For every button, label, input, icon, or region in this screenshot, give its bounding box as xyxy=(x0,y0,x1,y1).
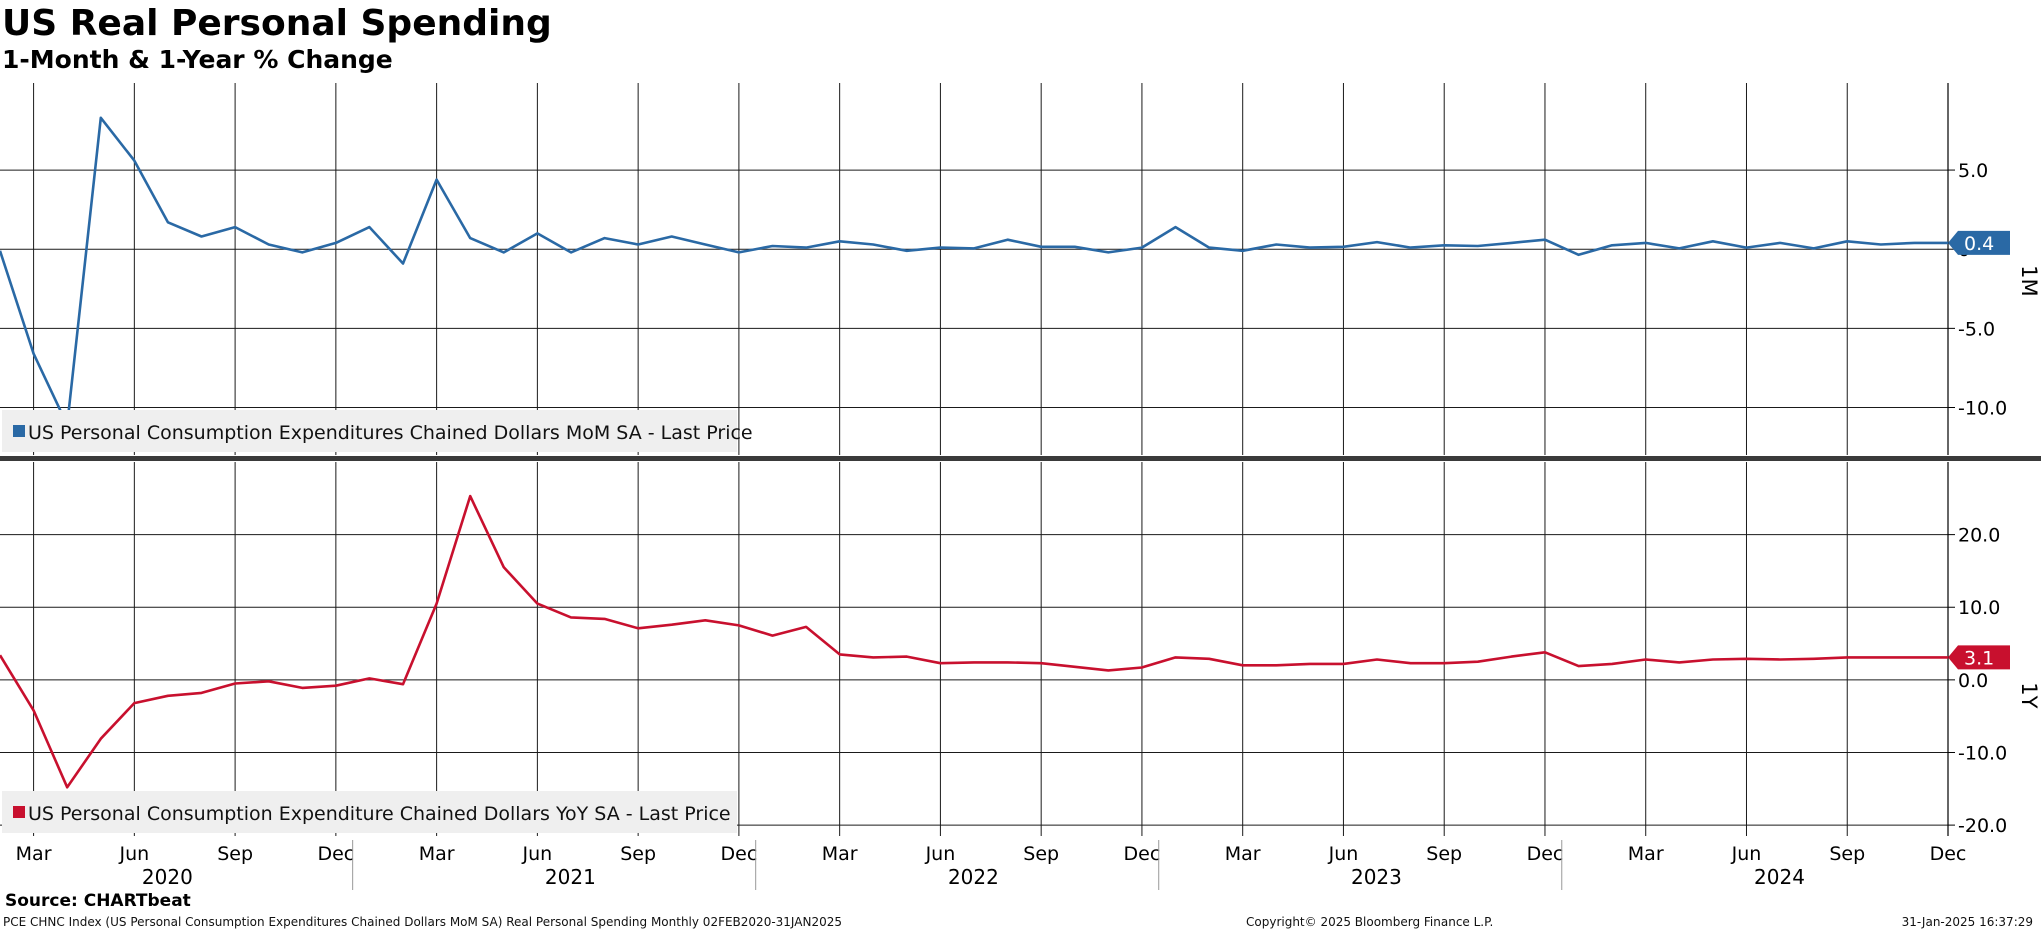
footer-timestamp: 31-Jan-2025 16:37:29 xyxy=(1901,915,2033,929)
y-tick-label: 20.0 xyxy=(1958,525,2000,547)
panel-separator xyxy=(0,456,2041,461)
yoy-panel-label: 1Y xyxy=(2017,682,2041,708)
x-tick-label-month: Dec xyxy=(1527,843,1564,865)
x-tick-label-year: 2023 xyxy=(1351,865,1402,889)
x-tick-label-month: Dec xyxy=(721,843,758,865)
y-tick-label: -20.0 xyxy=(1958,815,2007,837)
yoy-last-value-marker xyxy=(1948,645,2010,670)
mom-last-value-label: 0.4 xyxy=(1964,233,1994,255)
y-tick-label: -5.0 xyxy=(1958,318,1995,340)
x-tick-label-month: Jun xyxy=(1328,843,1359,865)
mom-series-line xyxy=(0,116,1948,427)
yoy-legend-box xyxy=(2,791,737,833)
yoy-last-value-label: 3.1 xyxy=(1964,647,1994,669)
footer-copyright: Copyright© 2025 Bloomberg Finance L.P. xyxy=(1246,915,1494,929)
y-tick-label: 0.0 xyxy=(1958,670,1988,692)
x-tick-label-month: Jun xyxy=(522,843,553,865)
mom-last-value-marker xyxy=(1948,230,2010,255)
mom-legend-swatch xyxy=(13,425,25,437)
y-tick-label: 10.0 xyxy=(1958,597,2000,619)
footer-index-description: PCE CHNC Index (US Personal Consumption … xyxy=(3,915,842,929)
x-tick-label-month: Sep xyxy=(1426,843,1462,865)
y-tick-label: -10.0 xyxy=(1958,398,2007,420)
x-tick-label-month: Mar xyxy=(16,843,52,865)
x-tick-label-month: Dec xyxy=(1930,843,1967,865)
x-tick-label-month: Mar xyxy=(1225,843,1261,865)
yoy-legend-swatch xyxy=(13,806,25,818)
x-tick-label-month: Jun xyxy=(1731,843,1762,865)
yoy-series-line xyxy=(0,494,1948,789)
y-tick-label: 5.0 xyxy=(1958,160,1988,182)
x-tick-label-month: Jun xyxy=(119,843,150,865)
x-tick-label-month: Dec xyxy=(1124,843,1161,865)
x-tick-label-month: Sep xyxy=(620,843,656,865)
x-tick-label-month: Sep xyxy=(217,843,253,865)
mom-legend-box xyxy=(2,410,737,452)
source-label: Source: CHARTbeat xyxy=(5,891,191,911)
x-tick-label-year: 2020 xyxy=(142,865,193,889)
x-tick-label-month: Dec xyxy=(317,843,354,865)
mom-panel-label: 1M xyxy=(2017,265,2041,296)
x-tick-label-month: Mar xyxy=(419,843,455,865)
x-tick-label-month: Sep xyxy=(1829,843,1865,865)
x-tick-label-year: 2022 xyxy=(948,865,999,889)
chart-title: US Real Personal Spending xyxy=(2,3,552,44)
x-tick-label-year: 2021 xyxy=(545,865,596,889)
yoy-legend-label: US Personal Consumption Expenditure Chai… xyxy=(28,803,731,825)
y-tick-label: -10.0 xyxy=(1958,742,2007,764)
x-tick-label-month: Sep xyxy=(1023,843,1059,865)
x-tick-label-month: Jun xyxy=(925,843,956,865)
mom-legend-label: US Personal Consumption Expenditures Cha… xyxy=(28,422,753,444)
x-tick-label-month: Mar xyxy=(822,843,858,865)
chart-subtitle: 1-Month & 1-Year % Change xyxy=(2,45,393,74)
x-tick-label-year: 2024 xyxy=(1754,865,1805,889)
x-tick-label-month: Mar xyxy=(1628,843,1664,865)
